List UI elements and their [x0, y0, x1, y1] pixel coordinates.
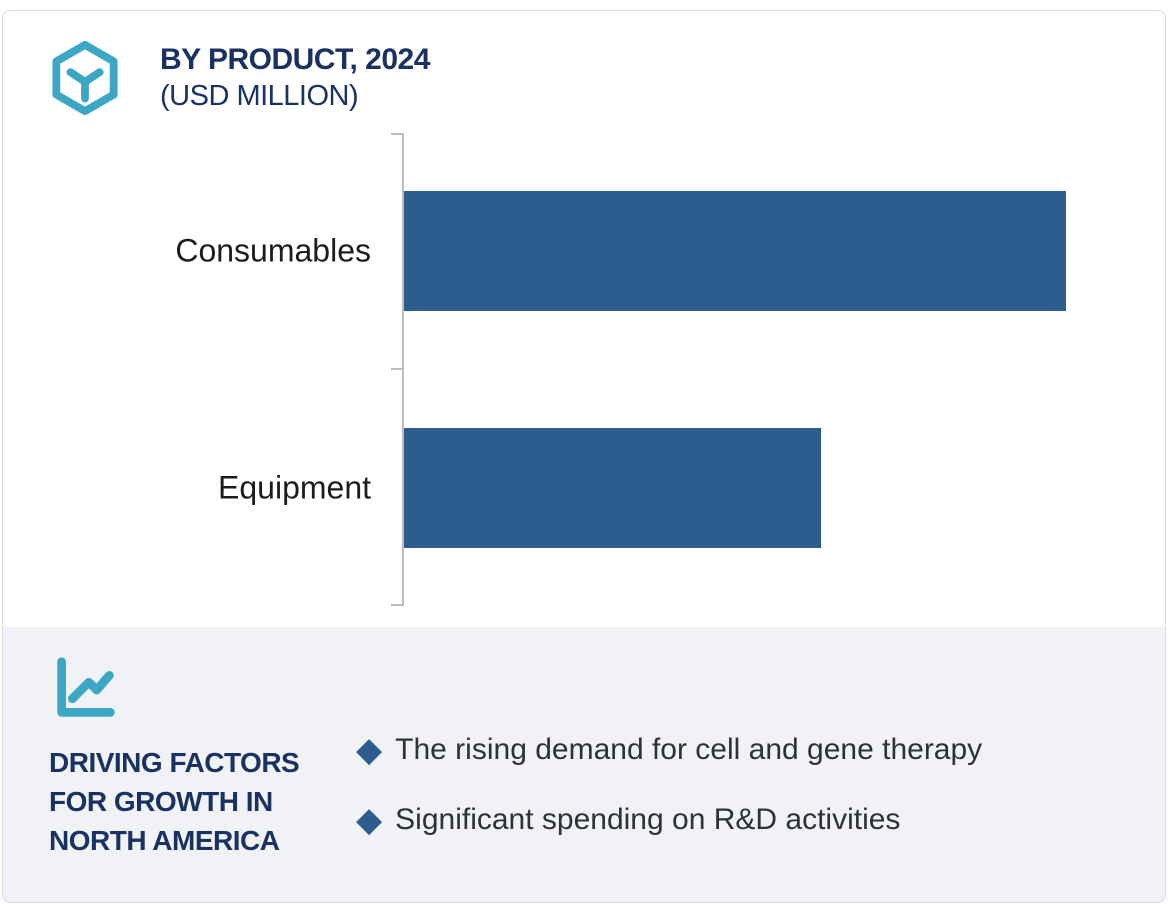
bar-row-consumables: Consumables — [3, 133, 1165, 369]
category-label-consumables: Consumables — [175, 232, 371, 269]
list-item: ◆ Significant spending on R&D activities — [356, 798, 982, 842]
infographic-card: BY PRODUCT, 2024 (USD MILLION) Consumabl… — [2, 10, 1166, 903]
axis-tick — [391, 133, 404, 135]
bar-equipment — [404, 428, 821, 548]
category-label-equipment: Equipment — [218, 469, 371, 506]
chart-subtitle: (USD MILLION) — [160, 80, 359, 112]
line-chart-icon — [57, 657, 115, 717]
bar-consumables — [404, 191, 1066, 311]
bullet-text: Significant spending on R&D activities — [395, 803, 901, 836]
hexagon-cube-icon — [52, 40, 118, 116]
bullet-text: The rising demand for cell and gene ther… — [395, 733, 983, 766]
axis-tick — [391, 368, 404, 370]
driving-factors-heading: DRIVING FACTORS FOR GROWTH IN NORTH AMER… — [49, 747, 300, 856]
diamond-bullet-icon: ◆ — [356, 801, 383, 839]
chart-title: BY PRODUCT, 2024 — [160, 43, 430, 76]
driving-factors-panel: DRIVING FACTORS FOR GROWTH IN NORTH AMER… — [3, 627, 1165, 902]
chart-title-block: BY PRODUCT, 2024 (USD MILLION) — [160, 39, 430, 113]
bar-row-equipment: Equipment — [3, 370, 1165, 606]
list-item: ◆ The rising demand for cell and gene th… — [356, 728, 982, 772]
diamond-bullet-icon: ◆ — [356, 731, 383, 769]
header: BY PRODUCT, 2024 (USD MILLION) — [46, 39, 430, 117]
bar-chart: Consumables Equipment — [3, 133, 1165, 606]
driving-factors-list: ◆ The rising demand for cell and gene th… — [356, 728, 982, 842]
axis-tick — [391, 604, 404, 606]
